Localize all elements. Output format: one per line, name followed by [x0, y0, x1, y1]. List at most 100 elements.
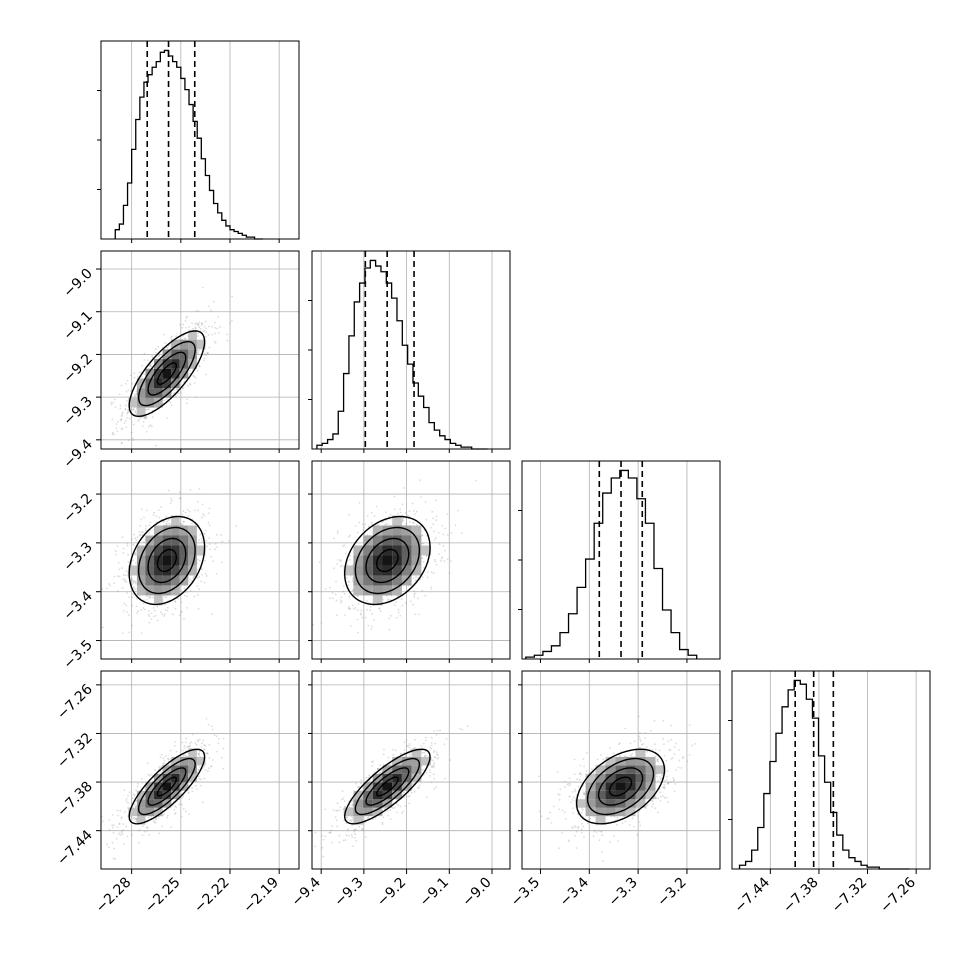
- scatter-point: [181, 749, 184, 752]
- scatter-point: [139, 524, 142, 527]
- scatter-point: [314, 831, 317, 834]
- density-cell: [188, 339, 197, 350]
- scatter-point: [405, 739, 408, 742]
- scatter-point: [125, 570, 128, 573]
- scatter-panel-3-2: [521, 670, 721, 870]
- scatter-point: [332, 808, 335, 811]
- scatter-point: [394, 508, 396, 511]
- scatter-point: [433, 730, 436, 732]
- scatter-point: [168, 522, 170, 525]
- scatter-point: [231, 295, 233, 298]
- density-cell: [411, 535, 422, 546]
- scatter-point: [198, 559, 201, 562]
- scatter-point: [443, 560, 446, 563]
- scatter-point: [383, 807, 386, 810]
- density-cell: [411, 756, 422, 766]
- scatter-point: [418, 613, 421, 616]
- hist-bar: [429, 423, 434, 449]
- density-cell: [382, 585, 393, 596]
- scatter-point: [133, 395, 136, 398]
- scatter-point: [379, 772, 382, 775]
- scatter-point: [111, 826, 114, 829]
- scatter-point: [122, 411, 124, 414]
- scatter-point: [149, 365, 152, 368]
- scatter-point: [152, 514, 155, 517]
- scatter-point: [198, 539, 200, 542]
- scatter-point: [342, 797, 345, 800]
- scatter-point: [113, 575, 116, 578]
- density-cell: [128, 565, 137, 576]
- scatter-point: [363, 533, 366, 536]
- hist-bar: [376, 266, 381, 449]
- scatter-point: [430, 781, 433, 784]
- density-cell: [162, 585, 172, 596]
- scatter-point: [354, 525, 357, 527]
- scatter-point: [393, 495, 396, 498]
- scatter-point: [214, 341, 217, 344]
- scatter-point: [132, 423, 135, 426]
- hist-bar: [354, 302, 359, 449]
- scatter-point: [395, 811, 398, 814]
- scatter-point: [123, 789, 126, 792]
- scatter-point: [182, 334, 185, 337]
- scatter-point: [365, 836, 368, 839]
- scatter-point: [139, 371, 142, 374]
- axes-frame: [311, 670, 511, 870]
- scatter-point: [196, 739, 199, 742]
- scatter-point: [397, 611, 400, 614]
- scatter-point: [414, 579, 417, 582]
- scatter-point: [206, 351, 209, 354]
- scatter-point: [347, 828, 350, 831]
- scatter-point: [348, 605, 350, 608]
- scatter-point: [388, 628, 391, 631]
- scatter-point: [188, 745, 191, 748]
- density-layer: [312, 479, 478, 634]
- scatter-point: [157, 356, 159, 359]
- density-cell: [188, 359, 197, 369]
- density-cell: [196, 756, 206, 766]
- scatter-point: [370, 511, 373, 514]
- scatter-point: [108, 828, 111, 831]
- scatter-point: [126, 400, 128, 402]
- scatter-point: [120, 817, 123, 820]
- scatter-point: [217, 737, 220, 740]
- scatter-point: [339, 560, 342, 563]
- scatter-point: [148, 774, 151, 777]
- scatter-panel-3-0: [100, 670, 300, 870]
- scatter-point: [435, 537, 437, 539]
- scatter-point: [127, 554, 129, 556]
- scatter-point: [368, 525, 370, 528]
- scatter-point: [128, 596, 131, 598]
- scatter-point: [132, 581, 135, 584]
- scatter-point: [333, 567, 336, 570]
- scatter-point: [158, 354, 161, 357]
- scatter-point: [185, 746, 188, 748]
- scatter-point: [433, 778, 436, 780]
- scatter-point: [335, 819, 338, 822]
- scatter-point: [121, 833, 124, 836]
- density-cell: [363, 807, 373, 817]
- scatter-point: [179, 323, 182, 326]
- scatter-point: [135, 789, 137, 792]
- scatter-point: [165, 346, 168, 349]
- scatter-point: [211, 728, 214, 731]
- scatter-point: [175, 806, 177, 809]
- scatter-point: [188, 372, 191, 375]
- scatter-point: [185, 741, 187, 744]
- density-cell: [392, 535, 402, 546]
- scatter-point: [412, 782, 414, 785]
- scatter-point: [436, 754, 439, 756]
- scatter-point: [339, 806, 342, 809]
- scatter-point: [367, 624, 370, 627]
- scatter-point: [182, 754, 185, 757]
- scatter-point: [140, 531, 143, 533]
- scatter-point: [117, 814, 119, 817]
- scatter-point: [197, 768, 200, 771]
- scatter-point: [389, 763, 391, 766]
- scatter-point: [140, 777, 143, 780]
- density-cell: [179, 525, 189, 536]
- scatter-point: [421, 557, 424, 560]
- scatter-point: [354, 828, 357, 831]
- hist-bar: [663, 610, 672, 659]
- hist-panel-0: [97, 40, 300, 240]
